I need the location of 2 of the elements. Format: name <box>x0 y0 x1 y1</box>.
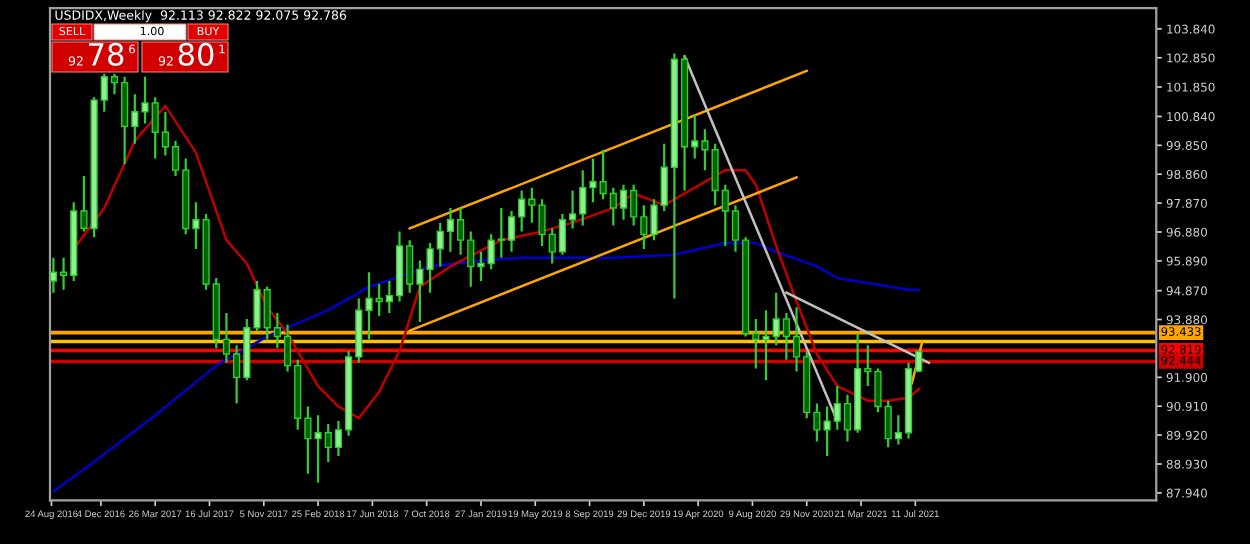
annotation: 80 <box>178 42 214 66</box>
annotation: 78 <box>89 42 124 66</box>
